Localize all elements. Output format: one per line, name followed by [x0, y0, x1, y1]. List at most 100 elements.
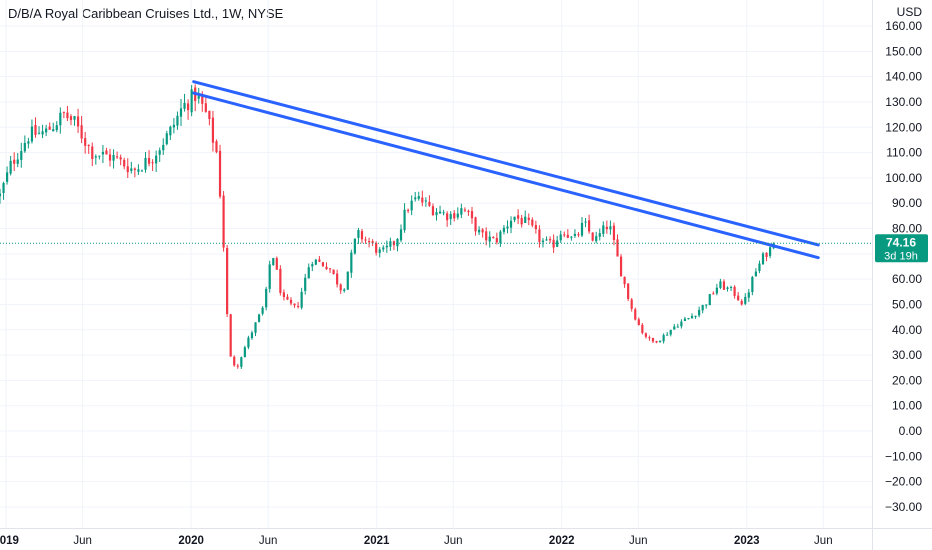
candle-body [751, 276, 754, 293]
candle [371, 239, 374, 247]
candle-body [385, 245, 388, 248]
price-tick-label: 140.00 [885, 70, 922, 84]
candle [712, 291, 715, 295]
price-tick-label: 90.00 [892, 196, 922, 210]
candle-body [765, 252, 768, 257]
candle [623, 276, 626, 288]
candle-body [151, 162, 154, 164]
price-axis[interactable]: 160.00 150.00 140.00 130.00 120.00 110.00 100.… [885, 19, 922, 514]
candle-body [694, 315, 697, 317]
candle-body [612, 225, 616, 241]
candle-body [673, 326, 676, 330]
candle [641, 322, 644, 335]
price-tick-label: 80.00 [892, 222, 922, 236]
candle [48, 122, 51, 130]
candle [247, 335, 250, 350]
candle-body [332, 269, 335, 274]
candle [740, 299, 743, 306]
time-tick-label: Jun [73, 535, 92, 547]
candle [495, 232, 498, 245]
candle [722, 279, 726, 291]
candle-body [297, 305, 300, 307]
candle [417, 191, 420, 201]
candle [172, 118, 175, 134]
candle-body [48, 126, 51, 130]
candle [566, 229, 569, 239]
candle-body [261, 307, 264, 314]
candle [367, 237, 371, 248]
candle-body [357, 230, 360, 238]
candle [492, 236, 495, 239]
candle-body [343, 289, 346, 291]
candle-body [598, 233, 601, 237]
candle-body [690, 315, 694, 319]
candle [456, 207, 459, 220]
candle [59, 107, 62, 134]
candle [282, 289, 286, 301]
price-tick-label: 50.00 [892, 297, 922, 311]
candle-body [367, 241, 371, 243]
candle-body [758, 263, 761, 271]
trendline-2[interactable] [192, 91, 820, 260]
candle-body [577, 234, 580, 236]
candle-body [300, 291, 303, 308]
candle [737, 291, 740, 301]
candle [563, 231, 566, 238]
candle [297, 301, 300, 309]
candle-body [701, 305, 704, 311]
candle-body [240, 357, 243, 367]
candle [272, 257, 275, 266]
candle [637, 317, 640, 326]
candle-body [559, 234, 562, 241]
candle [389, 237, 392, 251]
candle [116, 151, 119, 159]
candle-body [215, 141, 218, 153]
last-price-badge-background [875, 234, 928, 263]
candle [619, 254, 623, 277]
candle [87, 144, 90, 154]
candle-body [272, 258, 275, 266]
candle-body [616, 239, 619, 257]
candle [353, 238, 356, 255]
candle [147, 150, 151, 167]
candle-body [286, 296, 289, 300]
time-tick-label: Jun [444, 535, 463, 547]
candle [194, 84, 197, 112]
candle-body [442, 212, 445, 214]
candle [378, 247, 381, 258]
trendlines[interactable] [192, 80, 820, 260]
trendline-1[interactable] [192, 80, 820, 247]
candle [176, 111, 179, 130]
candle [527, 213, 530, 226]
candle [204, 97, 207, 113]
candle-body [438, 211, 442, 214]
candle-body [563, 234, 566, 236]
time-axis[interactable]: 2019 Jun 2020 Jun 2021 Jun 2022 Jun 2023 Jun [0, 535, 833, 547]
candle-body [641, 324, 644, 333]
candle [293, 303, 296, 308]
candle [108, 148, 112, 167]
chart-title: D/B/A Royal Caribbean Cruises Ltd., 1W, … [8, 6, 284, 21]
candle [9, 156, 12, 176]
candle [463, 207, 466, 213]
candle-body [417, 196, 420, 199]
candle [279, 265, 282, 296]
candle-body [30, 126, 34, 142]
candle-body [339, 284, 342, 291]
candles [0, 84, 775, 369]
candle-body [733, 286, 736, 296]
currency-label: USD [897, 5, 923, 19]
candle [151, 159, 154, 171]
candle-body [204, 103, 207, 112]
candle-body [98, 155, 101, 157]
candle [375, 241, 378, 256]
candle-body [197, 96, 200, 99]
candle-body [126, 166, 129, 173]
candle-body [172, 124, 175, 128]
time-tick-label: Jun [814, 535, 833, 547]
candle-body [435, 212, 438, 216]
candle [761, 251, 765, 266]
candle [488, 231, 491, 248]
candle [268, 260, 271, 293]
